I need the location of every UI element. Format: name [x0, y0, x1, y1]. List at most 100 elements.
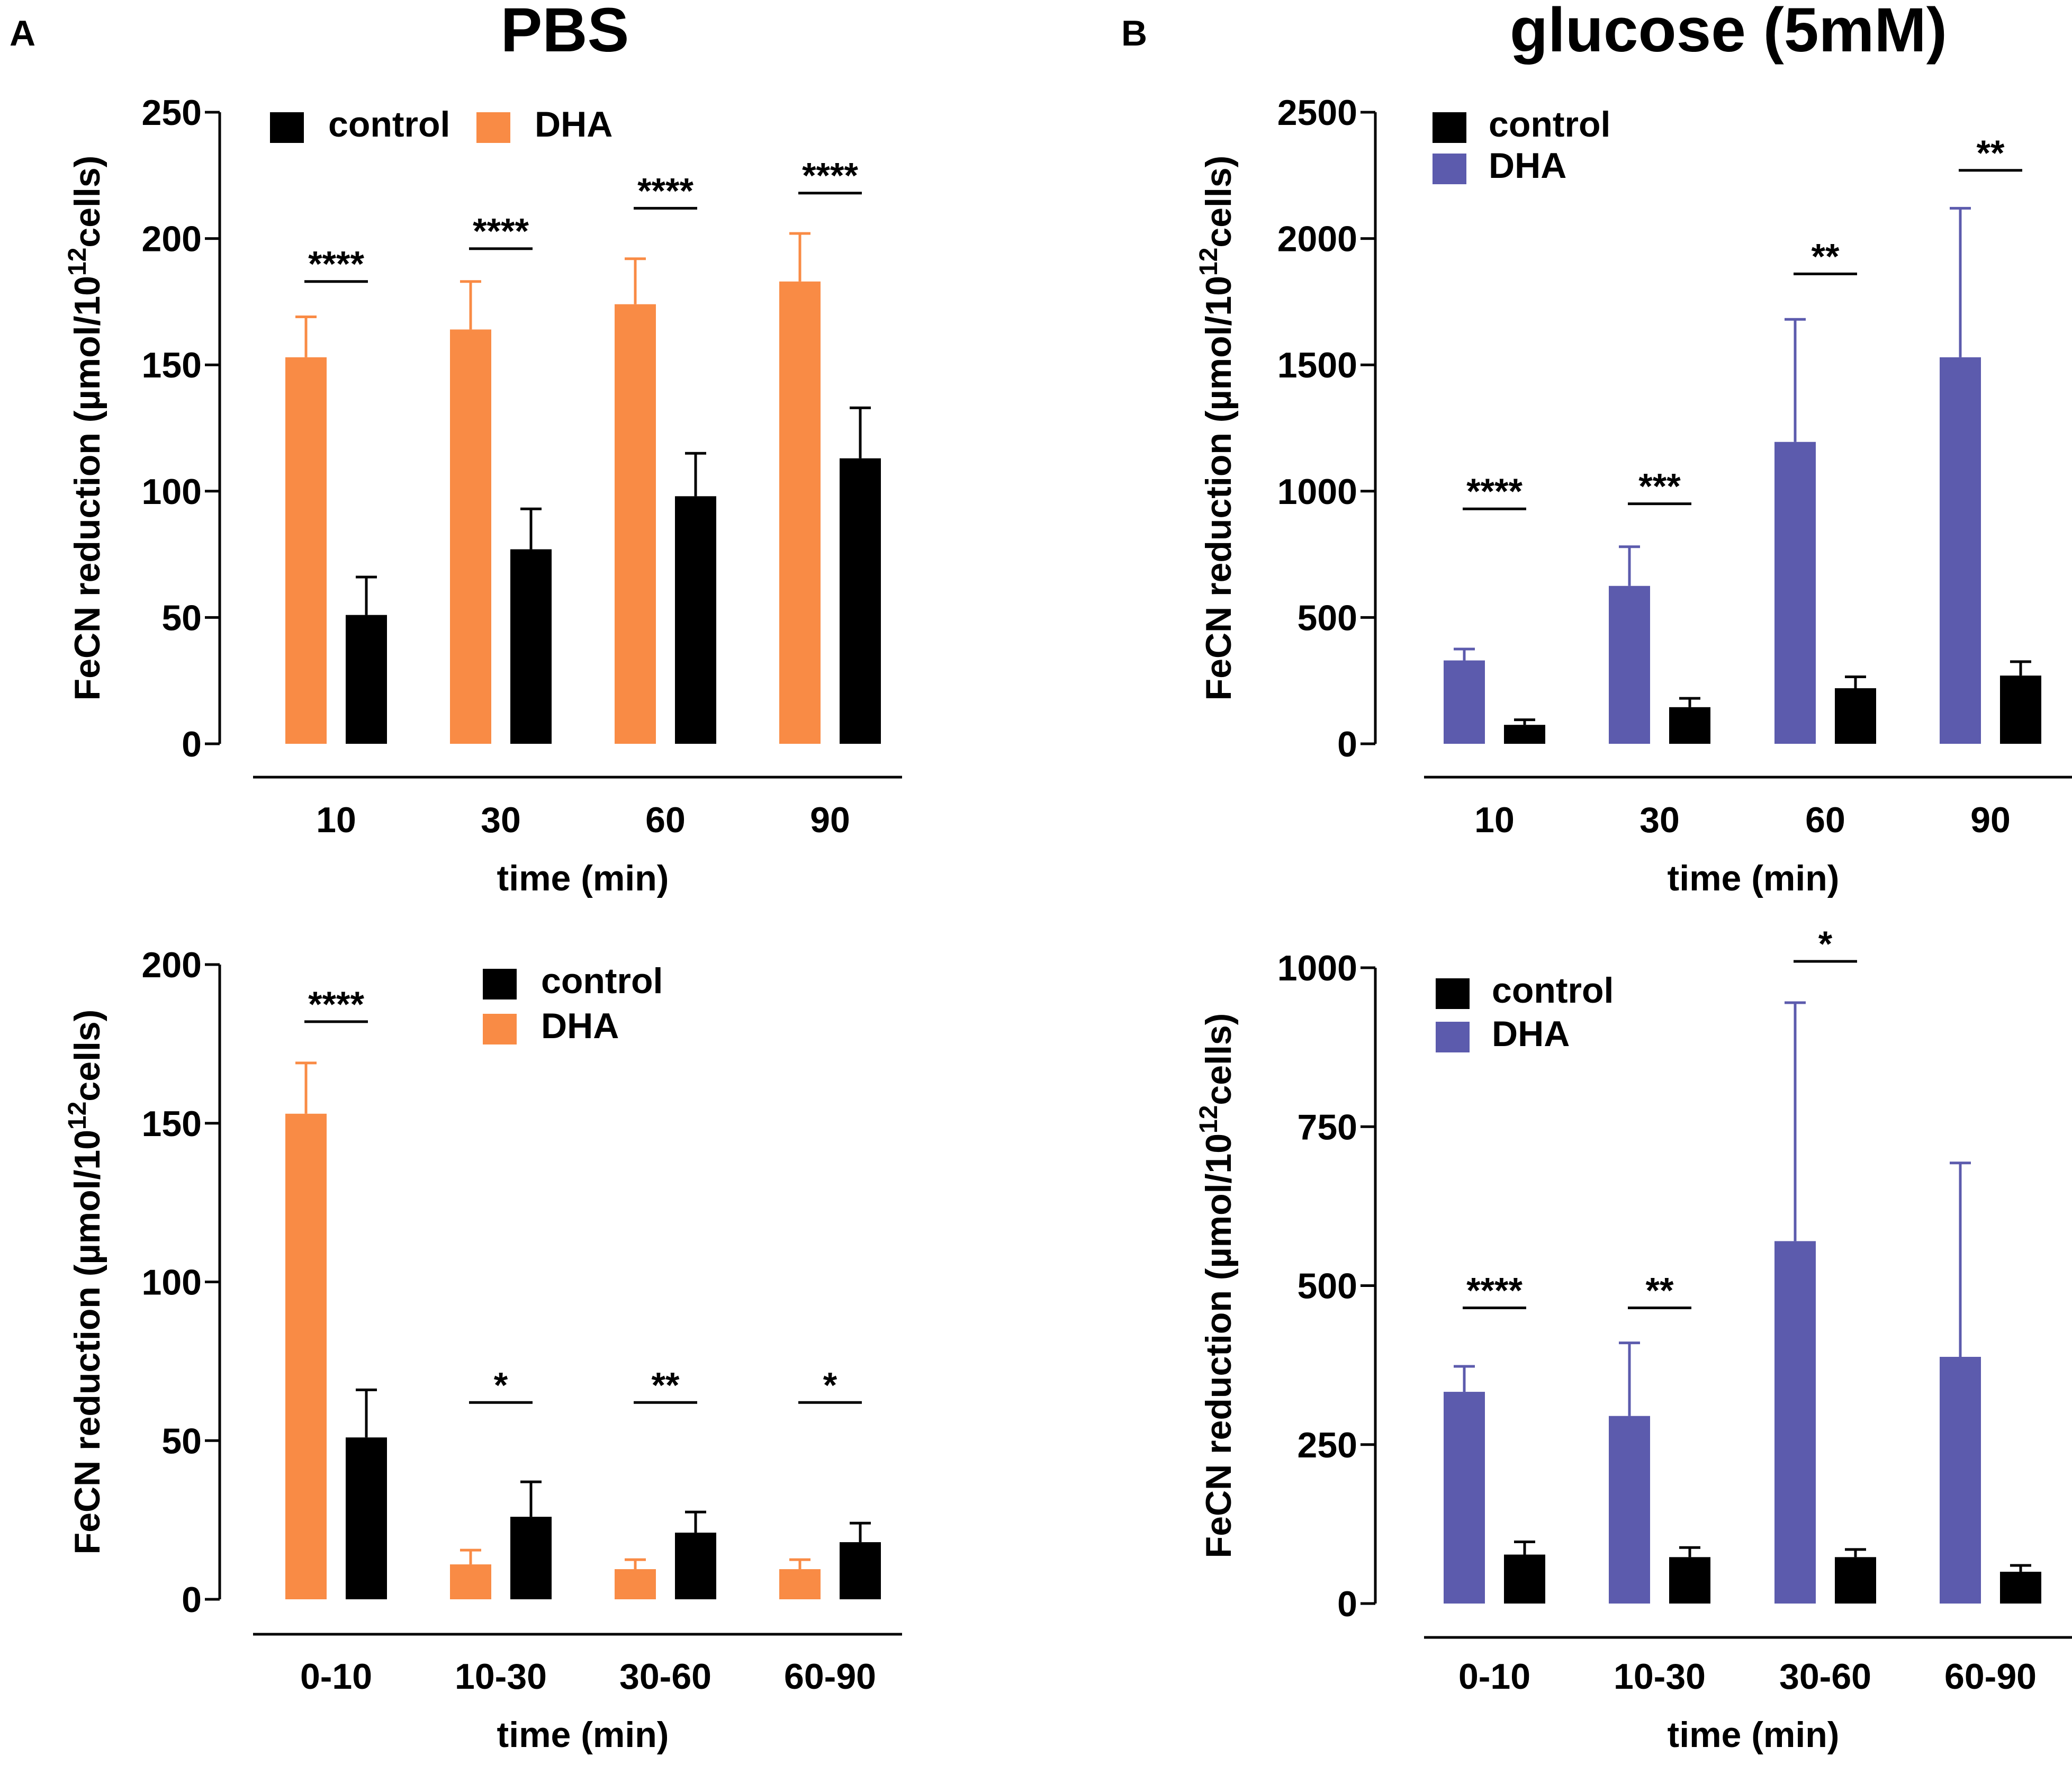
- legend-label-control: control: [1489, 104, 1610, 145]
- y-tick-label: 500: [1298, 1266, 1357, 1307]
- y-tick-label: 1500: [1277, 345, 1357, 385]
- y-axis-label: FeCN reduction (µmol/1012cells): [64, 156, 107, 701]
- significance-marker: ****: [308, 244, 364, 284]
- significance-marker: ****: [637, 170, 693, 211]
- significance-marker: ****: [1466, 1271, 1523, 1311]
- y-tick-label: 50: [161, 1421, 202, 1461]
- legend-swatch-control: [483, 969, 517, 999]
- x-tick-label: 90: [810, 800, 850, 840]
- x-tick-label: 90: [1970, 800, 2011, 840]
- y-axis-label-text: FeCN reduction (µmol/10: [1199, 1133, 1239, 1558]
- bar-dha: [450, 1564, 491, 1599]
- y-axis-label-superscript: 12: [64, 1102, 92, 1130]
- y-tick-label: 150: [142, 345, 202, 385]
- legend-label-control: control: [1492, 970, 1614, 1011]
- y-axis-label-unit: cells): [67, 1010, 107, 1102]
- y-axis-label: FeCN reduction (µmol/1012cells): [1195, 1013, 1239, 1559]
- y-tick-label: 100: [142, 1263, 202, 1303]
- panel-title-pbs: PBS: [501, 0, 629, 65]
- y-tick-label: 50: [161, 598, 202, 638]
- y-axis-label-unit: cells): [1199, 156, 1239, 248]
- significance-marker: ****: [308, 984, 364, 1024]
- y-axis-label-text: FeCN reduction (µmol/10: [67, 1130, 107, 1554]
- y-tick-label: 100: [142, 472, 202, 512]
- significance-marker: ****: [473, 211, 529, 251]
- y-tick-label: 0: [1337, 1584, 1357, 1624]
- bar-dha: [285, 357, 327, 744]
- bar-control: [1835, 1557, 1876, 1604]
- significance-marker: ****: [802, 156, 858, 196]
- chart-pbs-interval: 0 50 100 150 200 0-10 10-30 30-60 60-90 time (min…: [64, 945, 902, 1755]
- y-axis-label-text: FeCN reduction (µmol/10: [67, 276, 107, 700]
- x-tick-label: 0-10: [1458, 1656, 1530, 1697]
- y-axis-label-unit: cells): [1199, 1013, 1239, 1105]
- x-axis-label: time (min): [497, 858, 669, 898]
- bar-control: [840, 458, 881, 744]
- significance-marker: ****: [1466, 471, 1523, 511]
- panel-title-glucose: glucose (5mM): [1510, 0, 1947, 65]
- bar-control: [510, 1517, 552, 1599]
- significance-marker: **: [1977, 133, 2005, 173]
- bar-control: [675, 1533, 716, 1599]
- y-tick-label: 0: [182, 724, 202, 764]
- panel-letter-b: B: [1121, 13, 1147, 53]
- x-tick-label: 10-30: [1614, 1656, 1706, 1697]
- legend-label-dha: DHA: [541, 1006, 619, 1046]
- y-axis-label-text: FeCN reduction (µmol/10: [1199, 276, 1239, 700]
- legend-label-dha: DHA: [535, 104, 612, 145]
- y-tick-label: 250: [142, 93, 202, 133]
- x-tick-label: 30: [1639, 800, 1680, 840]
- y-tick-label: 500: [1298, 598, 1357, 638]
- significance-marker: *: [823, 1365, 837, 1405]
- bar-control: [510, 549, 552, 744]
- x-axis-label: time (min): [1668, 1715, 1840, 1755]
- x-tick-label: 60: [1805, 800, 1845, 840]
- legend-label-dha: DHA: [1492, 1014, 1570, 1054]
- y-tick-label: 1000: [1277, 472, 1357, 512]
- y-tick-label: 2000: [1277, 219, 1357, 259]
- legend-swatch-control: [270, 112, 304, 143]
- x-tick-label: 30-60: [1779, 1656, 1871, 1697]
- legend-swatch-control: [1436, 978, 1470, 1009]
- bar-control: [675, 496, 716, 744]
- y-tick-label: 1000: [1277, 948, 1357, 988]
- bar-dha: [1609, 586, 1650, 744]
- significance-marker: *: [494, 1365, 508, 1405]
- y-axis-label-superscript: 12: [64, 248, 92, 276]
- bar-dha: [615, 304, 656, 744]
- legend-swatch-dha: [483, 1014, 517, 1044]
- bar-control: [2000, 676, 2041, 744]
- y-axis-label-superscript: 12: [1195, 248, 1223, 276]
- legend-swatch-dha: [1436, 1022, 1470, 1052]
- bar-control: [1835, 688, 1876, 744]
- bar-dha: [450, 329, 491, 744]
- bar-dha: [1444, 660, 1485, 744]
- significance-marker: ***: [1638, 466, 1681, 507]
- bar-control: [346, 1437, 387, 1599]
- y-tick-label: 200: [142, 945, 202, 985]
- y-tick-label: 250: [1298, 1425, 1357, 1465]
- chart-pbs-cumulative: 0 50 100 150 200 250 10 30 60 90 time (min) FeCN re…: [64, 93, 902, 898]
- bar-control: [346, 615, 387, 744]
- y-axis-label-unit: cells): [67, 156, 107, 248]
- significance-marker: **: [1646, 1271, 1674, 1311]
- x-tick-label: 10: [1474, 800, 1515, 840]
- significance-marker: *: [1818, 924, 1833, 964]
- bar-dha: [1774, 1241, 1816, 1604]
- chart-glucose-cumulative: 0 500 1000 1500 2000 2500 10 30 60 90 time (min) Fe…: [1195, 93, 2072, 898]
- significance-marker: **: [652, 1365, 680, 1405]
- legend-label-control: control: [541, 961, 663, 1001]
- bar-dha: [1444, 1392, 1485, 1604]
- bar-dha: [1774, 442, 1816, 744]
- bar-dha: [285, 1113, 327, 1599]
- bar-control: [1669, 707, 1710, 744]
- x-tick-label: 10-30: [455, 1656, 547, 1697]
- y-axis-label: FeCN reduction (µmol/1012cells): [64, 1010, 107, 1555]
- legend-label-control: control: [328, 104, 450, 145]
- bar-control: [1504, 725, 1545, 744]
- y-axis-label: FeCN reduction (µmol/1012cells): [1195, 156, 1239, 701]
- bar-control: [840, 1542, 881, 1599]
- x-tick-label: 60-90: [1944, 1656, 2037, 1697]
- x-tick-label: 30: [481, 800, 521, 840]
